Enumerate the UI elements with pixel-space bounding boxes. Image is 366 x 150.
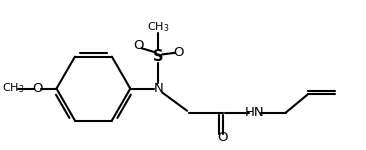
Text: HN: HN bbox=[245, 106, 264, 119]
Text: N: N bbox=[153, 82, 163, 95]
Text: O: O bbox=[217, 131, 228, 144]
Text: CH$_3$: CH$_3$ bbox=[2, 82, 24, 96]
Text: CH$_3$: CH$_3$ bbox=[147, 20, 169, 34]
Text: O: O bbox=[173, 46, 184, 59]
Text: O: O bbox=[133, 39, 143, 52]
Text: O: O bbox=[32, 82, 42, 95]
Text: S: S bbox=[153, 49, 164, 64]
